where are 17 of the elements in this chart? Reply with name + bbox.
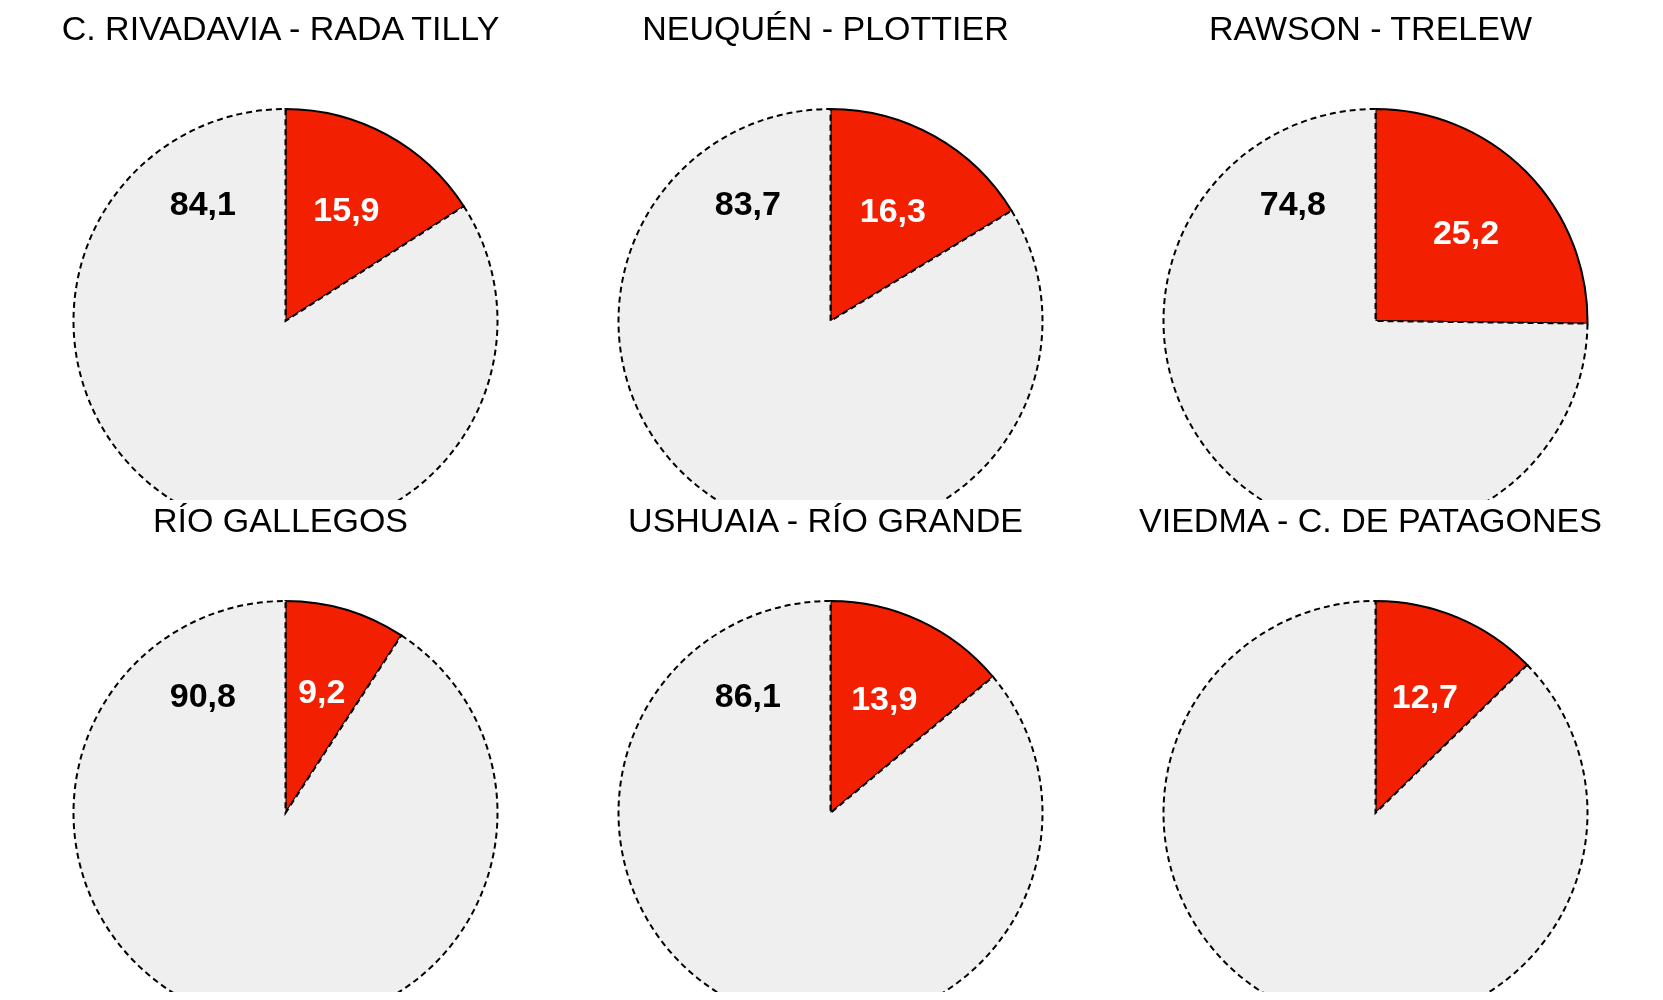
data-label: 84,1 — [169, 183, 236, 222]
data-label: 83,7 — [714, 183, 781, 222]
data-label: 12,7 — [1391, 676, 1459, 715]
data-label: 13,9 — [851, 678, 918, 717]
data-label: 25,2 — [1432, 212, 1500, 251]
data-label: 9,2 — [298, 672, 346, 711]
chart-title: VIEDMA - C. DE PATAGONES — [1138, 500, 1603, 540]
data-label: 86,1 — [714, 675, 781, 714]
chart-title: C. RIVADAVIA - RADA TILLY — [60, 8, 501, 48]
chart-title: NEUQUÉN - PLOTTIER — [641, 8, 1010, 48]
chart-title: USHUAIA - RÍO GRANDE — [627, 500, 1024, 540]
data-label: 90,8 — [169, 675, 236, 714]
chart-title: RAWSON - TRELEW — [1208, 8, 1533, 48]
data-label: 15,9 — [313, 190, 380, 229]
chart-title: RÍO GALLEGOS — [151, 500, 410, 540]
data-label: 16,3 — [859, 191, 926, 230]
data-label: 74,8 — [1259, 183, 1326, 222]
